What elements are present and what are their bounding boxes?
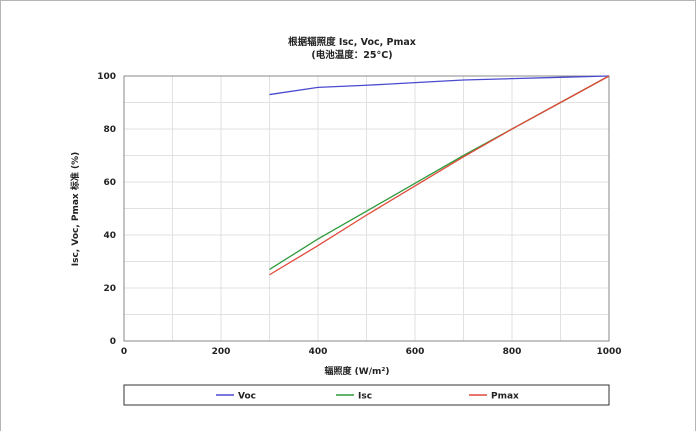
x-tick-label: 0 <box>121 347 127 357</box>
chart-subtitle: (电池温度：25°C) <box>311 49 392 61</box>
series-line-voc <box>269 75 610 96</box>
y-tick-label: 80 <box>103 125 116 135</box>
legend-label-voc: Voc <box>238 392 256 402</box>
y-axis-label: Isc, Voc, Pmax 标准 (%) <box>69 152 81 267</box>
legend: Voc Isc Pmax <box>216 392 519 402</box>
x-tick-label: 600 <box>406 347 425 357</box>
legend-box <box>123 384 610 406</box>
series-line-pmax <box>269 75 610 276</box>
plot-area <box>123 75 610 342</box>
series-lines <box>269 75 610 276</box>
series-line-isc <box>269 75 610 271</box>
y-tick-label: 40 <box>103 231 116 241</box>
legend-label-isc: Isc <box>358 392 372 402</box>
chart-title: 根据辐照度 Isc, Voc, Pmax <box>288 36 416 48</box>
legend-label-pmax: Pmax <box>491 392 519 402</box>
y-tick-label: 100 <box>97 72 116 82</box>
x-tick-label: 800 <box>503 347 522 357</box>
tick-labels: 0 200 400 600 800 1000 0 20 40 60 80 100 <box>97 72 621 357</box>
y-tick-label: 60 <box>103 178 116 188</box>
x-tick-label: 1000 <box>596 347 621 357</box>
y-tick-label: 0 <box>110 337 116 347</box>
x-axis-label: 辐照度 (W/m²) <box>325 365 390 377</box>
x-tick-label: 400 <box>309 347 328 357</box>
x-tick-label: 200 <box>212 347 231 357</box>
grid <box>124 76 609 341</box>
y-tick-label: 20 <box>103 284 116 294</box>
